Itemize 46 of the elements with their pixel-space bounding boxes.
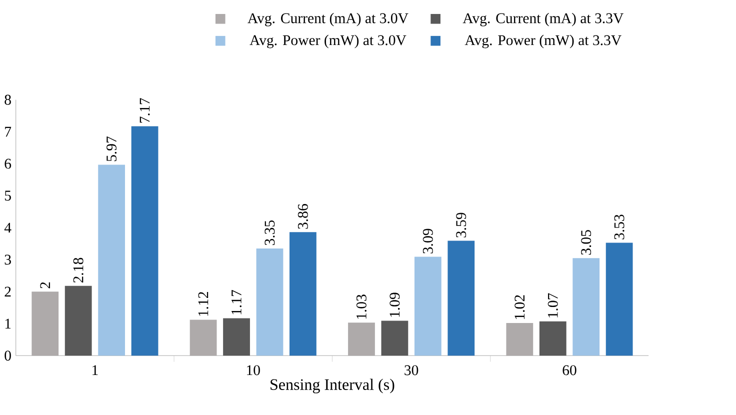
data-label: 2 [40,282,50,288]
data-label: 3.53 [614,214,624,240]
data-label: 1.09 [390,292,400,317]
bar [381,320,408,356]
data-label: 1.07 [548,293,558,318]
x-tick-label: 30 [404,365,418,376]
bar [606,242,633,356]
bar [539,322,566,356]
y-tick-label: 7 [5,127,12,137]
data-label: 1.12 [198,292,208,316]
data-label: 1.17 [232,290,242,314]
legend-label: Avg. Current (mA) at 3.0V [248,12,408,26]
y-tick-label: 0 [4,350,11,361]
data-label: 1.03 [356,294,367,319]
data-label: 3.86 [298,204,308,229]
bar [98,164,126,356]
bar [64,286,92,356]
y-tick-label: 6 [4,158,12,169]
y-tick-label: 1 [5,318,11,329]
data-label: 5.97 [106,136,117,162]
bar [572,258,600,356]
data-label: 2.18 [73,258,84,283]
bar [223,318,250,356]
y-tick-label: 4 [4,222,12,233]
legend-label: Avg. Current (mA) at 3.3V [462,12,624,26]
bar [290,232,316,356]
bar [448,240,475,356]
x-tick-label: 1 [92,365,98,376]
y-tick-label: 3 [4,254,11,265]
data-label: 3.09 [422,228,433,254]
x-tick-label: 10 [247,365,260,376]
data-label: 1.02 [514,295,525,320]
x-axis-title: Sensing Interval (s) [270,378,394,394]
legend-label: Avg. Power (mW) at 3.3V [464,34,622,48]
y-tick-label: 2 [4,286,11,297]
y-tick-label: 8 [4,94,11,105]
data-label: 3.35 [264,220,275,246]
data-label: 3.05 [581,230,592,255]
data-label: 3.59 [456,212,466,238]
x-tick-label: 60 [562,365,576,376]
bar [256,248,284,356]
y-tick-label: 5 [4,190,11,201]
bar [414,256,442,356]
data-label: 7.17 [140,98,150,123]
bar [131,126,158,356]
legend-label: Avg. Power (mW) at 3.0V [250,34,406,48]
